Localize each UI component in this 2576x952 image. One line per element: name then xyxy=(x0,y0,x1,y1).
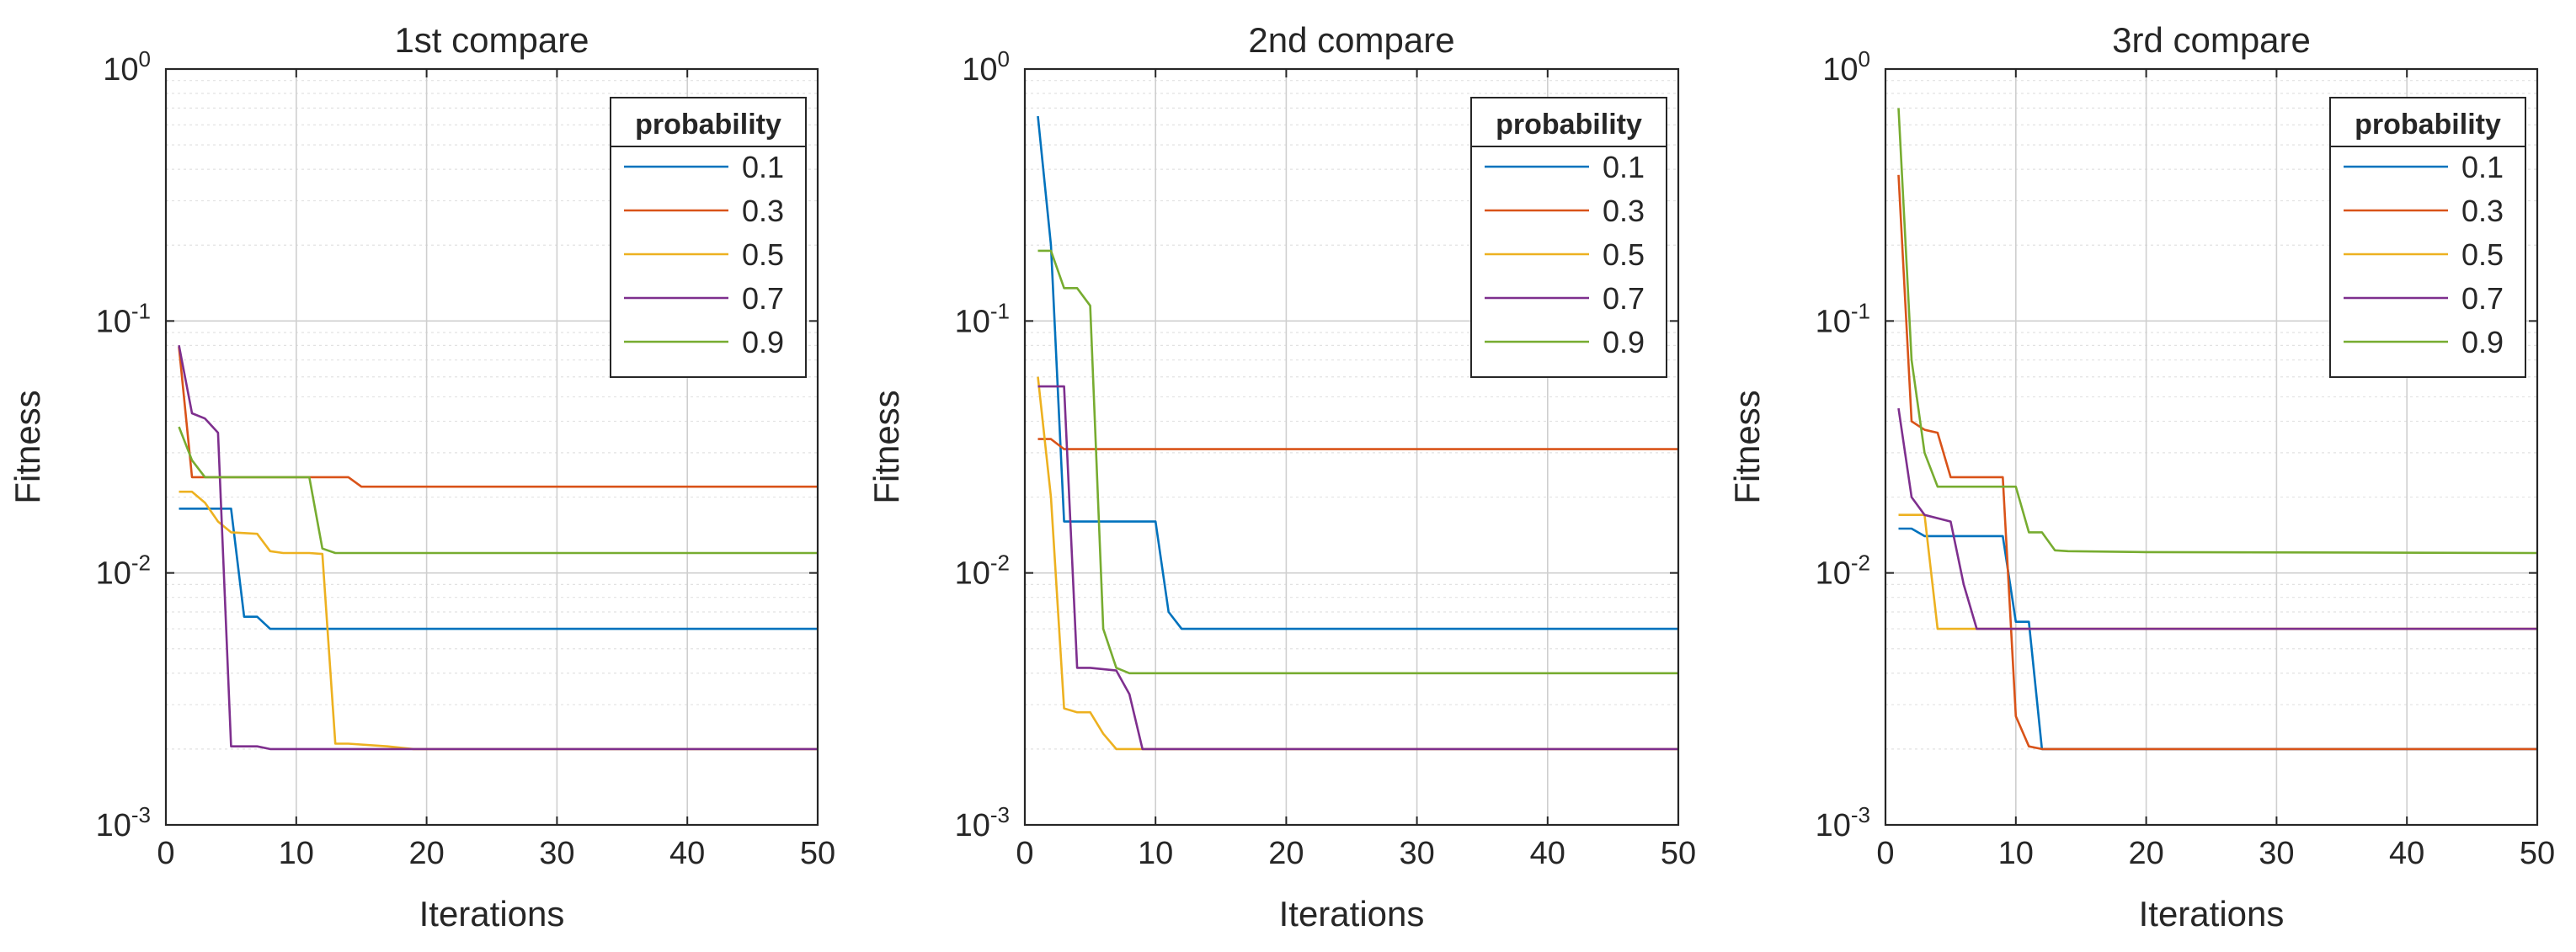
chart-panel-1: 0 10 20 30 40 50 100 10-1 10-2 10-3 1st compare Ite… xyxy=(8,20,835,933)
legend-label: 0.9 xyxy=(1603,325,1645,359)
axes-box xyxy=(1884,67,2539,827)
legend-label: 0.1 xyxy=(742,150,784,184)
series-line-0-9 xyxy=(178,426,818,555)
chart-title: 2nd compare xyxy=(1248,20,1454,60)
legend-title: probability xyxy=(635,109,781,141)
y-tick-label: 100 xyxy=(962,46,1010,88)
y-tick-label: 10-2 xyxy=(96,550,151,592)
legend-box xyxy=(1470,97,1667,378)
x-tick-label: 30 xyxy=(2259,836,2294,871)
axes-box xyxy=(164,67,819,827)
legend-label: 0.5 xyxy=(2461,237,2504,272)
legend-label: 0.7 xyxy=(2461,281,2504,316)
series-line-0-5 xyxy=(179,490,818,751)
series-line-0-3 xyxy=(1897,174,2537,751)
legend-label: 0.5 xyxy=(742,237,784,272)
legend-box xyxy=(610,97,807,378)
x-tick-label: 10 xyxy=(1998,836,2034,871)
y-tick-label: 10-3 xyxy=(1816,802,1870,843)
x-tick-label: 40 xyxy=(2389,836,2424,871)
y-tick-label: 10-1 xyxy=(1816,298,1870,339)
legend-label: 0.3 xyxy=(2461,194,2504,228)
y-tick-label: 10-2 xyxy=(1816,550,1870,592)
x-axis-label: Iterations xyxy=(419,894,565,933)
y-axis-label: Fitness xyxy=(8,390,47,503)
series-line-0-5 xyxy=(1037,376,1678,751)
series-line-0-9 xyxy=(1897,108,2538,555)
axes-box xyxy=(1023,67,1680,827)
y-tick-label: 10-3 xyxy=(955,802,1010,843)
series-line-0-7 xyxy=(178,345,818,751)
x-tick-label: 20 xyxy=(1268,836,1304,871)
legend: probability 0.1 0.3 0.5 0.7 0.9 xyxy=(610,97,807,378)
legend: probability 0.1 0.3 0.5 0.7 0.9 xyxy=(2329,97,2526,378)
y-tick-label: 10-2 xyxy=(955,550,1010,592)
legend-label: 0.9 xyxy=(2461,325,2504,359)
legend-label: 0.3 xyxy=(1603,194,1645,228)
series-line-0-1 xyxy=(1037,115,1678,630)
chart-panel-3: 0 10 20 30 40 50 100 10-1 10-2 10-3 3rd compare Ite… xyxy=(1727,20,2555,933)
x-axis-label: Iterations xyxy=(2139,894,2285,933)
legend-label: 0.1 xyxy=(2461,150,2504,184)
chart-title: 1st compare xyxy=(394,20,589,60)
x-tick-label: 20 xyxy=(408,836,444,871)
series-line-0-1 xyxy=(179,507,818,630)
x-tick-label: 50 xyxy=(1661,836,1696,871)
y-tick-label: 100 xyxy=(103,46,151,88)
x-tick-label: 50 xyxy=(800,836,835,871)
legend-label: 0.7 xyxy=(742,281,784,316)
y-tick-label: 100 xyxy=(1822,46,1870,88)
x-tick-label: 50 xyxy=(2520,836,2555,871)
x-tick-label: 40 xyxy=(669,836,705,871)
y-tick-label: 10-1 xyxy=(955,298,1010,339)
y-axis-label: Fitness xyxy=(1727,390,1767,503)
legend-label: 0.3 xyxy=(742,194,784,228)
x-tick-label: 0 xyxy=(157,836,174,871)
series-line-0-7 xyxy=(1037,385,1678,751)
legend-label: 0.7 xyxy=(1603,281,1645,316)
y-axis-label: Fitness xyxy=(867,390,906,503)
y-tick-label: 10-3 xyxy=(96,802,151,843)
y-tick-label: 10-1 xyxy=(96,298,151,339)
x-tick-label: 10 xyxy=(1138,836,1173,871)
x-tick-label: 30 xyxy=(539,836,574,871)
x-tick-label: 30 xyxy=(1399,836,1434,871)
x-tick-label: 0 xyxy=(1876,836,1894,871)
legend-title: probability xyxy=(2355,109,2501,141)
legend-title: probability xyxy=(1496,109,1642,141)
legend-box xyxy=(2329,97,2526,378)
series-line-0-7 xyxy=(1897,407,2537,630)
x-axis-label: Iterations xyxy=(1279,894,1425,933)
legend-label: 0.1 xyxy=(1603,150,1645,184)
x-tick-label: 40 xyxy=(1530,836,1565,871)
x-tick-label: 0 xyxy=(1016,836,1033,871)
chart-title: 3rd compare xyxy=(2112,20,2311,60)
x-tick-label: 20 xyxy=(2128,836,2163,871)
legend-label: 0.9 xyxy=(742,325,784,359)
series-line-0-9 xyxy=(1037,249,1678,675)
chart-panel-2: 0 10 20 30 40 50 100 10-1 10-2 10-3 2nd compare Ite… xyxy=(867,20,1696,933)
legend: probability 0.1 0.3 0.5 0.7 0.9 xyxy=(1470,97,1667,378)
legend-label: 0.5 xyxy=(1603,237,1645,272)
x-tick-label: 10 xyxy=(279,836,314,871)
